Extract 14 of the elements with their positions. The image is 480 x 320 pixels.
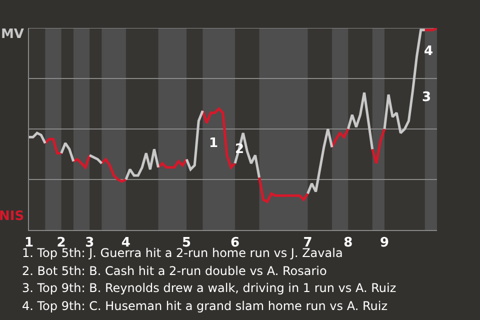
x-tick-label: 5 (182, 236, 192, 251)
x-tick-label: 4 (121, 236, 130, 251)
annotation: 3 (422, 90, 432, 105)
annotation: 1 (209, 136, 218, 151)
text: 3. Top 9th: B. Reynolds drew a walk, driving in 1 run vs A. Ruiz (22, 281, 396, 295)
text: MV (1, 27, 24, 42)
annotation: 4 (424, 44, 434, 59)
text: 2. Bot 5th: B. Cash hit a 2-run double vs A. Rosario (22, 264, 327, 278)
x-tick-label: 3 (85, 236, 94, 251)
text: NIS (0, 209, 24, 224)
text: 4. Top 9th: C. Huseman hit a grand slam home run vs A. Ruiz (22, 299, 388, 313)
x-tick-label: 9 (380, 236, 390, 251)
x-tick-label: 8 (344, 236, 353, 251)
x-tick-label: 6 (230, 236, 240, 251)
